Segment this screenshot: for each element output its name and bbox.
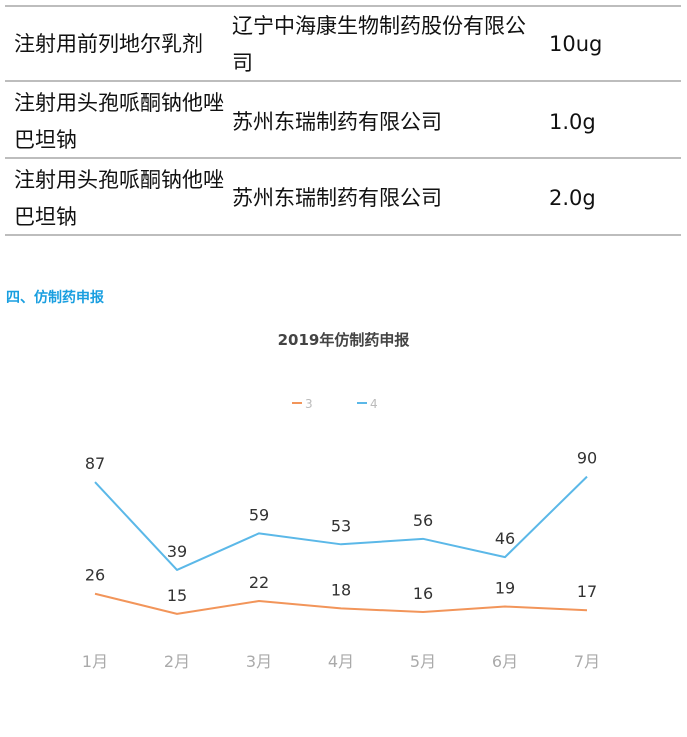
section-title: 四、仿制药申报 [6, 290, 104, 306]
data-label: 19 [495, 579, 515, 598]
data-label: 53 [331, 516, 351, 535]
series-line-4 [94, 475, 588, 571]
series-line-3 [94, 592, 588, 615]
table-rule-bottom [5, 234, 681, 236]
table-cell-company: 苏州东瑞制药有限公司 [232, 186, 442, 210]
chart-title: 2019年仿制药申报 [277, 331, 410, 349]
x-tick-label: 5月 [410, 652, 436, 671]
table-cell-spec: 2.0g [549, 186, 596, 210]
legend-label-3: 3 [305, 397, 313, 411]
table-rule [5, 157, 681, 159]
data-label: 22 [249, 573, 269, 592]
data-label: 90 [577, 449, 597, 468]
data-label: 17 [577, 582, 597, 601]
data-label: 87 [85, 454, 105, 473]
legend-label-4: 4 [370, 397, 378, 411]
table-cell-company: 辽宁中海康生物制药股份有限公司 [232, 14, 526, 75]
data-label: 18 [331, 580, 351, 599]
x-tick-label: 4月 [328, 652, 354, 671]
x-tick-label: 3月 [246, 652, 272, 671]
data-label: 16 [413, 584, 433, 603]
x-tick-label: 2月 [164, 652, 190, 671]
table-cell-spec: 10ug [549, 32, 603, 56]
x-tick-label: 1月 [82, 652, 108, 671]
table-cell-name: 注射用头孢哌酮钠他唑巴坦钠 [14, 168, 224, 229]
table-cell-name: 注射用前列地尔乳剂 [14, 32, 203, 56]
data-label: 46 [495, 529, 515, 548]
x-tick-label: 7月 [574, 652, 600, 671]
data-label: 39 [167, 542, 187, 561]
table-cell-name: 注射用头孢哌酮钠他唑巴坦钠 [14, 91, 224, 152]
table-rule [5, 80, 681, 82]
x-tick-label: 6月 [492, 652, 518, 671]
data-label: 59 [249, 505, 269, 524]
data-label: 26 [85, 566, 105, 585]
table-cell-spec: 1.0g [549, 110, 596, 134]
data-label: 15 [167, 586, 187, 605]
data-label: 56 [413, 511, 433, 530]
table-cell-company: 苏州东瑞制药有限公司 [232, 110, 442, 134]
table-rule-top [5, 5, 681, 7]
